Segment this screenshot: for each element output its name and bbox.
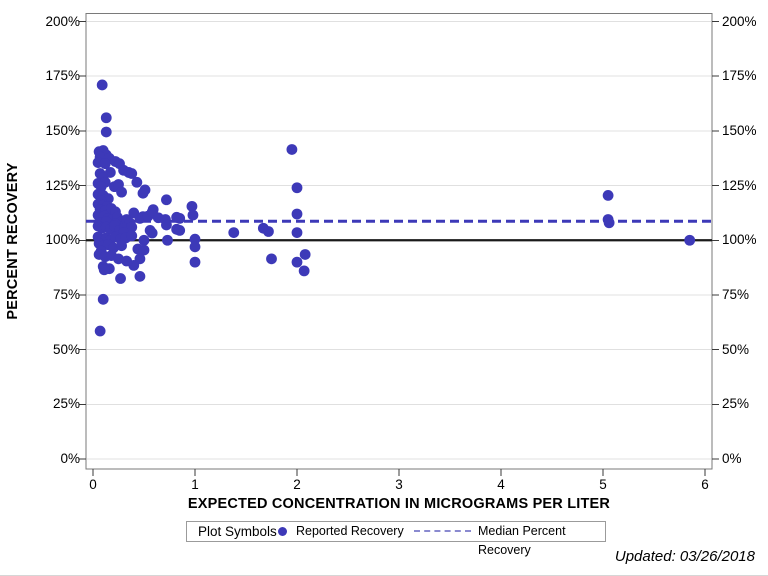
data-point <box>99 158 111 170</box>
data-point <box>299 249 311 260</box>
data-point <box>298 265 310 277</box>
data-point <box>263 226 274 237</box>
data-point <box>161 194 172 206</box>
data-point <box>228 227 240 238</box>
data-point <box>162 234 173 246</box>
data-point <box>291 227 303 238</box>
data-point <box>128 260 140 271</box>
x-tick-label: 6 <box>701 477 709 492</box>
y-tick-label: 25% <box>52 396 80 412</box>
y-axis-title: PERCENT RECOVERY <box>5 162 21 320</box>
data-point <box>134 270 146 282</box>
data-point <box>174 225 186 236</box>
legend-title: Plot Symbols <box>198 524 277 539</box>
data-point <box>291 208 303 220</box>
y-tick-label: 150% <box>45 122 80 138</box>
data-point <box>603 217 615 229</box>
data-point <box>116 186 127 198</box>
data-point <box>115 273 126 284</box>
x-tick-label: 2 <box>293 477 301 492</box>
y-tick-label: 50% <box>722 341 750 357</box>
data-point <box>113 253 124 265</box>
data-point <box>602 190 614 201</box>
x-tick-label: 3 <box>395 477 403 492</box>
y-tick-label: 200% <box>45 13 80 29</box>
data-point <box>126 230 138 242</box>
data-point <box>126 168 138 179</box>
y-tick-label: 175% <box>722 68 757 84</box>
data-point <box>138 234 150 246</box>
legend: Plot Symbols Reported Recovery Median Pe… <box>186 521 606 557</box>
x-axis-title: EXPECTED CONCENTRATION IN MICROGRAMS PER… <box>187 496 611 512</box>
legend-entry-reported-recovery: Reported Recovery <box>296 524 404 538</box>
y-tick-label: 75% <box>722 286 750 302</box>
data-point <box>137 187 149 199</box>
y-tick-label: 0% <box>60 451 80 466</box>
y-tick-label: 25% <box>722 396 750 412</box>
data-point <box>96 79 108 91</box>
data-point <box>100 126 112 138</box>
legend-entry-median-percent-recovery: Median Percent Recovery <box>478 524 566 557</box>
y-tick-label: 75% <box>52 286 80 302</box>
data-point <box>97 293 109 305</box>
data-point <box>286 144 298 155</box>
x-tick-label: 5 <box>599 477 607 492</box>
data-point <box>126 221 138 233</box>
data-point <box>161 219 172 231</box>
data-point <box>189 256 201 268</box>
data-point <box>291 256 303 268</box>
y-tick-label: 100% <box>722 232 757 248</box>
data-point <box>146 227 158 239</box>
data-point <box>684 234 696 246</box>
data-point <box>100 112 112 124</box>
x-tick-label: 1 <box>191 477 199 492</box>
y-tick-label: 50% <box>52 341 80 357</box>
y-tick-label: 0% <box>722 451 742 466</box>
x-tick-label: 4 <box>497 477 505 492</box>
data-point <box>187 209 199 221</box>
data-point <box>94 325 106 337</box>
data-point <box>189 233 201 245</box>
data-point <box>131 176 143 188</box>
y-tick-label: 125% <box>45 177 80 193</box>
data-point <box>291 182 303 194</box>
data-point <box>266 253 277 265</box>
data-point <box>98 264 110 276</box>
y-tick-label: 200% <box>722 13 757 29</box>
y-tick-label: 100% <box>45 232 80 248</box>
update-date-note: Updated: 03/26/2018 <box>614 548 755 565</box>
y-tick-label: 175% <box>45 68 80 84</box>
data-point <box>174 212 186 224</box>
data-point <box>189 241 201 253</box>
data-point <box>138 244 150 256</box>
dot-marker-icon <box>278 527 287 536</box>
dashed-line-icon <box>414 530 471 532</box>
y-tick-label: 125% <box>722 177 757 193</box>
y-tick-label: 150% <box>722 122 757 138</box>
data-point <box>186 200 198 212</box>
data-point <box>116 240 127 252</box>
x-tick-label: 0 <box>89 477 97 492</box>
